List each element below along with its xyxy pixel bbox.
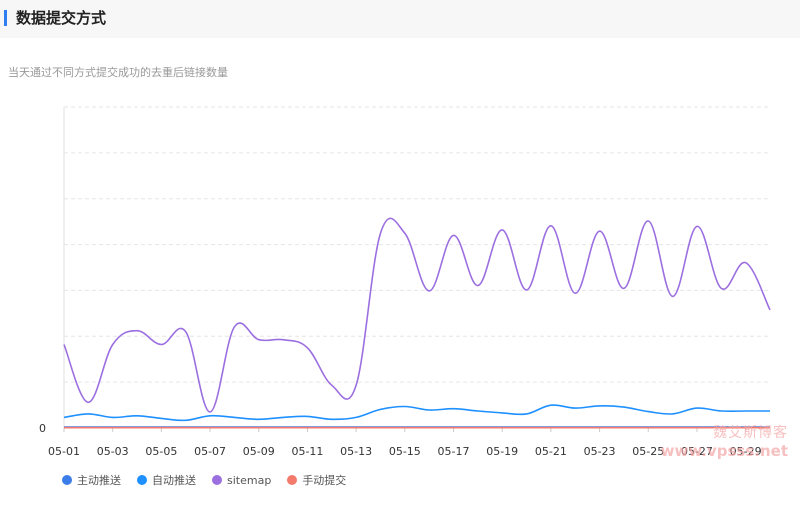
legend-item-zhudong[interactable]: 主动推送 xyxy=(62,472,121,488)
legend-dot-icon xyxy=(212,475,222,485)
legend-item-zidong[interactable]: 自动推送 xyxy=(137,472,196,488)
legend-dot-icon xyxy=(137,475,147,485)
x-tick-label: 05-27 xyxy=(681,445,713,458)
x-tick-label: 05-01 xyxy=(48,445,80,458)
x-tick-label: 05-07 xyxy=(194,445,226,458)
chart-subtitle: 当天通过不同方式提交成功的去重后链接数量 xyxy=(8,66,228,79)
legend-dot-icon xyxy=(287,475,298,485)
legend-label: 主动推送 xyxy=(77,474,121,487)
x-tick-label: 05-25 xyxy=(632,445,664,458)
watermark: 魏艾斯博客 www.vpsss.net xyxy=(661,424,788,460)
x-tick-label: 05-09 xyxy=(243,445,275,458)
section-header: 数据提交方式 xyxy=(0,0,800,38)
x-tick-label: 05-15 xyxy=(389,445,421,458)
legend-label: 手动提交 xyxy=(302,474,347,487)
x-tick-label: 05-17 xyxy=(438,445,470,458)
legend-label: 自动推送 xyxy=(152,474,196,487)
watermark-site-name: 魏艾斯博客 xyxy=(713,425,788,441)
header-accent-bar xyxy=(4,10,7,26)
series-line-zidong[interactable] xyxy=(63,404,770,422)
x-tick-label: 05-29 xyxy=(730,445,762,458)
x-tick-label: 05-13 xyxy=(340,445,372,458)
x-tick-label: 05-05 xyxy=(145,445,177,458)
y-tick-label: 0 xyxy=(39,422,46,435)
legend-item-shoudong[interactable]: 手动提交 xyxy=(287,472,346,488)
chart-legend: 主动推送 自动推送 sitemap 手动提交 xyxy=(62,472,346,488)
legend-label: sitemap xyxy=(227,473,272,487)
x-tick-label: 05-11 xyxy=(291,445,323,458)
x-tick-label: 05-19 xyxy=(486,445,518,458)
x-tick-label: 05-21 xyxy=(535,445,567,458)
section-title: 数据提交方式 xyxy=(16,9,107,27)
x-tick-label: 05-03 xyxy=(97,445,129,458)
legend-item-sitemap[interactable]: sitemap xyxy=(212,474,271,487)
series-line-sitemap[interactable] xyxy=(63,217,771,413)
watermark-url: www.vpsss.net xyxy=(660,442,788,460)
x-tick-label: 05-23 xyxy=(584,445,616,458)
legend-dot-icon xyxy=(62,475,72,485)
